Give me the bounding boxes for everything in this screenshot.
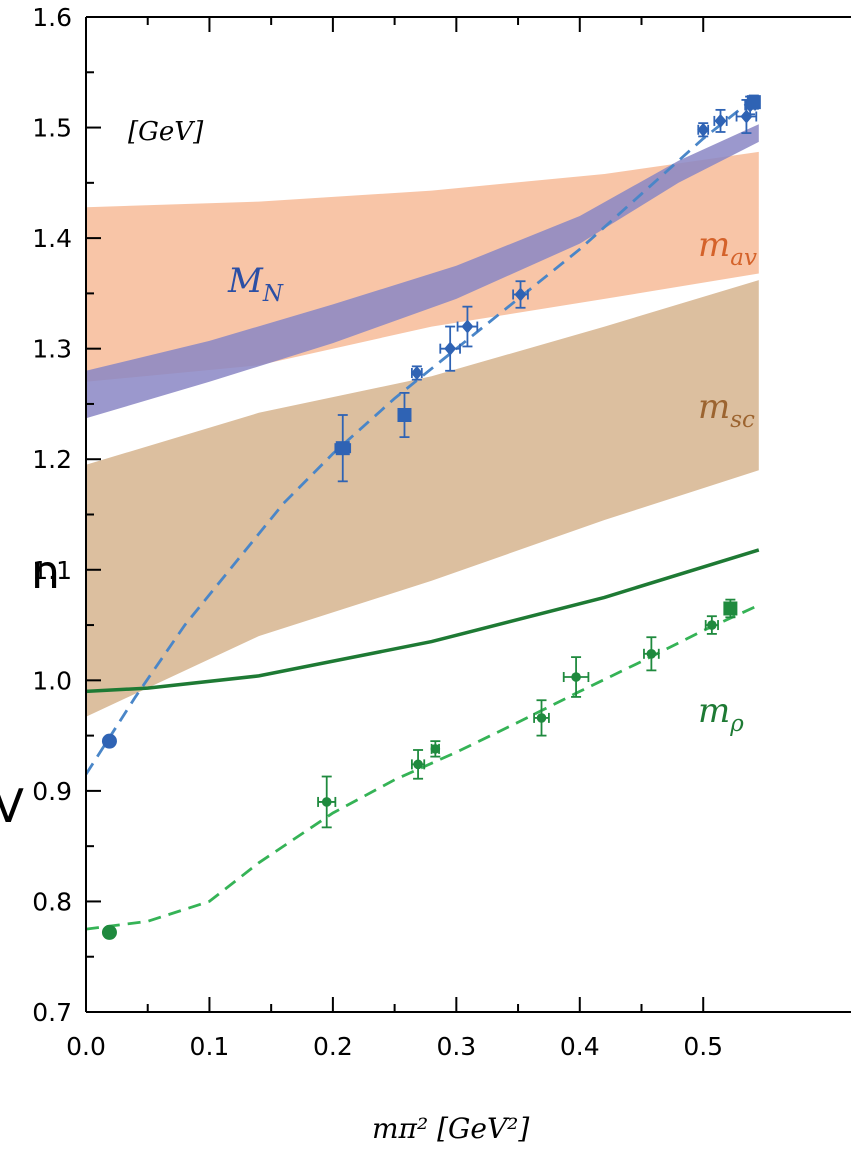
nucleon-physical-point xyxy=(101,733,117,749)
marker-square xyxy=(335,441,350,456)
y-tick-label: 1.1 xyxy=(32,556,72,585)
y-tick-label: 0.7 xyxy=(32,998,72,1027)
x-tick-label: 0.2 xyxy=(313,1032,353,1061)
x-tick-label: 0.3 xyxy=(436,1032,476,1061)
clipped-left-text: n V xyxy=(0,545,60,833)
marker-circle xyxy=(413,759,423,770)
msc-band-label: msc xyxy=(698,387,755,433)
mn-band-label: MN xyxy=(227,261,284,307)
y-tick-label: 0.8 xyxy=(32,887,72,916)
units-label: [GeV] xyxy=(128,117,204,147)
mn-label-sub: N xyxy=(262,281,284,307)
marker-circle xyxy=(101,733,117,749)
y-tick-label: 1.3 xyxy=(32,335,72,364)
marker-diamond xyxy=(461,319,474,334)
x-tick-label: 0.0 xyxy=(66,1032,106,1061)
band-msc xyxy=(86,280,759,717)
band-mav xyxy=(86,151,759,382)
nucleon-diamond-point xyxy=(410,365,423,381)
y-tick-label: 1.6 xyxy=(32,3,72,32)
mrho-label-base: m xyxy=(698,691,730,731)
marker-circle xyxy=(571,672,581,682)
nucleon-square-point xyxy=(397,391,412,439)
marker-square xyxy=(397,408,412,422)
rho-data-point xyxy=(643,636,660,672)
nucleon-square-point xyxy=(746,94,761,110)
msc-label-sub: sc xyxy=(730,407,755,433)
marker-square xyxy=(723,601,738,616)
rho-data-point xyxy=(533,699,550,737)
msc-label-base: m xyxy=(698,387,730,427)
rho-data-point xyxy=(317,775,337,829)
marker-diamond xyxy=(444,341,457,356)
nucleon-square-point xyxy=(334,414,352,483)
axes-layer: 0.0 0.1 0.2 0.3 0.4 0.5 0.7 0.8 0.9 1.0 1.1 1.2 1.3 1… xyxy=(32,3,851,1061)
labels-layer: [GeV] MN mav msc mρ mπ² [GeV²] xyxy=(128,117,757,1145)
x-tick-label: 0.5 xyxy=(683,1032,723,1061)
x-tick-label: 0.4 xyxy=(560,1032,600,1061)
marker-square xyxy=(746,95,761,110)
y-tick-label: 1.5 xyxy=(32,114,72,143)
marker-circle xyxy=(707,620,717,630)
marker-circle xyxy=(321,797,332,807)
x-tick-label: 0.1 xyxy=(190,1032,230,1061)
nucleon-diamond-point xyxy=(512,280,529,309)
nucleon-diamond-point xyxy=(456,305,479,348)
curve-rho-solid xyxy=(86,548,760,694)
rho-data-point xyxy=(410,749,426,780)
marker-diamond xyxy=(714,113,727,128)
nucleon-diamond-point xyxy=(697,122,710,138)
bands-layer xyxy=(86,124,759,717)
band-MN xyxy=(86,124,759,419)
marker-circle xyxy=(646,649,657,659)
clipped-text-n: n xyxy=(31,545,60,599)
clipped-text-v: V xyxy=(0,779,25,833)
marker-diamond xyxy=(514,287,527,302)
mrho-label-sub: ρ xyxy=(729,711,744,737)
y-tick-label: 1.0 xyxy=(32,666,72,695)
marker-circle xyxy=(536,713,547,723)
rho-data-point xyxy=(704,615,719,635)
x-axis-label: mπ² [GeV²] xyxy=(372,1112,529,1145)
mav-label-sub: av xyxy=(730,245,757,271)
marker-circle xyxy=(430,744,441,754)
y-tick-label: 1.2 xyxy=(32,445,72,474)
rho-data-point xyxy=(562,656,590,698)
rho-data-point xyxy=(430,740,441,758)
curve-nucleon-dashed xyxy=(86,93,760,776)
marker-diamond xyxy=(410,365,423,380)
rho-physical-point xyxy=(101,924,117,940)
y-tick-label: 0.9 xyxy=(32,777,72,806)
markers-layer xyxy=(101,94,761,940)
rho-square-point xyxy=(723,598,738,619)
mav-label-base: m xyxy=(698,225,730,265)
marker-circle xyxy=(101,924,117,940)
mrho-curve-label: mρ xyxy=(698,691,744,737)
nucleon-diamond-point xyxy=(713,108,728,133)
marker-diamond xyxy=(697,122,710,137)
mav-band-label: mav xyxy=(698,225,757,271)
mn-label-base: M xyxy=(227,261,264,301)
nucleon-diamond-point xyxy=(439,325,461,372)
y-tick-label: 1.4 xyxy=(32,224,72,253)
